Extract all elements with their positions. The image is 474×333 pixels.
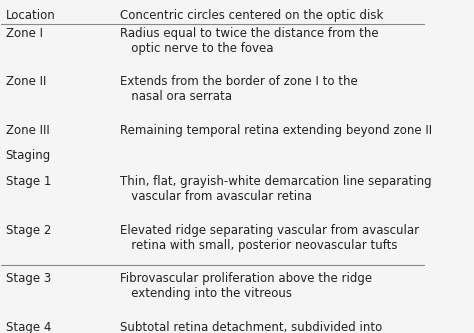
Text: Thin, flat, grayish-white demarcation line separating
   vascular from avascular: Thin, flat, grayish-white demarcation li… xyxy=(120,175,432,203)
Text: Zone I: Zone I xyxy=(6,27,43,40)
Text: Location: Location xyxy=(6,9,55,22)
Text: Concentric circles centered on the optic disk: Concentric circles centered on the optic… xyxy=(120,9,383,22)
Text: Radius equal to twice the distance from the
   optic nerve to the fovea: Radius equal to twice the distance from … xyxy=(120,27,379,55)
Text: Stage 4: Stage 4 xyxy=(6,321,51,333)
Text: Zone II: Zone II xyxy=(6,75,46,88)
Text: Subtotal retina detachment, subdivided into: Subtotal retina detachment, subdivided i… xyxy=(120,321,382,333)
Text: Stage 1: Stage 1 xyxy=(6,175,51,188)
Text: Stage 3: Stage 3 xyxy=(6,272,51,285)
Text: Fibrovascular proliferation above the ridge
   extending into the vitreous: Fibrovascular proliferation above the ri… xyxy=(120,272,372,300)
Text: Extends from the border of zone I to the
   nasal ora serrata: Extends from the border of zone I to the… xyxy=(120,75,358,103)
Text: Staging: Staging xyxy=(6,150,51,163)
Text: Stage 2: Stage 2 xyxy=(6,224,51,237)
Text: Zone III: Zone III xyxy=(6,124,49,137)
Text: Remaining temporal retina extending beyond zone II: Remaining temporal retina extending beyo… xyxy=(120,124,432,137)
Text: Elevated ridge separating vascular from avascular
   retina with small, posterio: Elevated ridge separating vascular from … xyxy=(120,224,419,252)
